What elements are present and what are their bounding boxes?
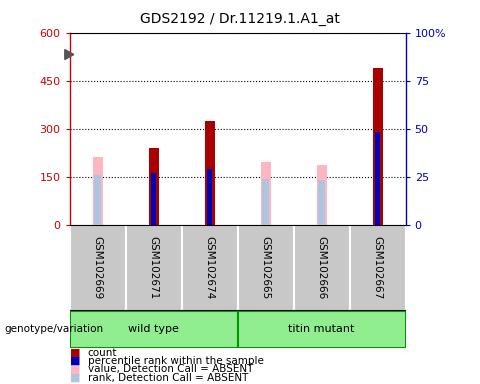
Text: ■: ■: [70, 348, 80, 358]
Bar: [349, 225, 406, 311]
Bar: [207, 169, 212, 225]
Bar: [94, 175, 101, 225]
Text: ■: ■: [70, 364, 80, 374]
Text: count: count: [88, 348, 117, 358]
Bar: [70, 225, 126, 311]
Bar: [318, 180, 325, 225]
Bar: [149, 148, 158, 225]
Text: ■: ■: [70, 373, 80, 383]
Text: percentile rank within the sample: percentile rank within the sample: [88, 356, 264, 366]
Bar: [238, 311, 406, 348]
Text: rank, Detection Call = ABSENT: rank, Detection Call = ABSENT: [88, 373, 248, 383]
Bar: [262, 179, 269, 225]
Bar: [204, 121, 215, 225]
Bar: [317, 166, 326, 225]
Bar: [70, 311, 238, 348]
Text: GSM102674: GSM102674: [204, 236, 215, 300]
Polygon shape: [65, 50, 74, 60]
Text: GSM102671: GSM102671: [149, 236, 158, 300]
Text: wild type: wild type: [128, 324, 179, 334]
Bar: [151, 173, 156, 225]
Text: value, Detection Call = ABSENT: value, Detection Call = ABSENT: [88, 364, 253, 374]
Text: GSM102665: GSM102665: [261, 236, 271, 300]
Bar: [93, 157, 103, 225]
Bar: [372, 68, 383, 225]
Bar: [238, 225, 294, 311]
Text: GDS2192 / Dr.11219.1.A1_at: GDS2192 / Dr.11219.1.A1_at: [140, 12, 340, 25]
Bar: [181, 225, 238, 311]
Text: genotype/variation: genotype/variation: [5, 324, 104, 334]
Text: ■: ■: [70, 356, 80, 366]
Bar: [126, 225, 181, 311]
Bar: [261, 162, 271, 225]
Text: GSM102667: GSM102667: [372, 236, 383, 300]
Bar: [375, 132, 380, 225]
Text: GSM102669: GSM102669: [93, 236, 103, 300]
Text: GSM102666: GSM102666: [317, 236, 326, 300]
Bar: [294, 225, 349, 311]
Text: titin mutant: titin mutant: [288, 324, 355, 334]
